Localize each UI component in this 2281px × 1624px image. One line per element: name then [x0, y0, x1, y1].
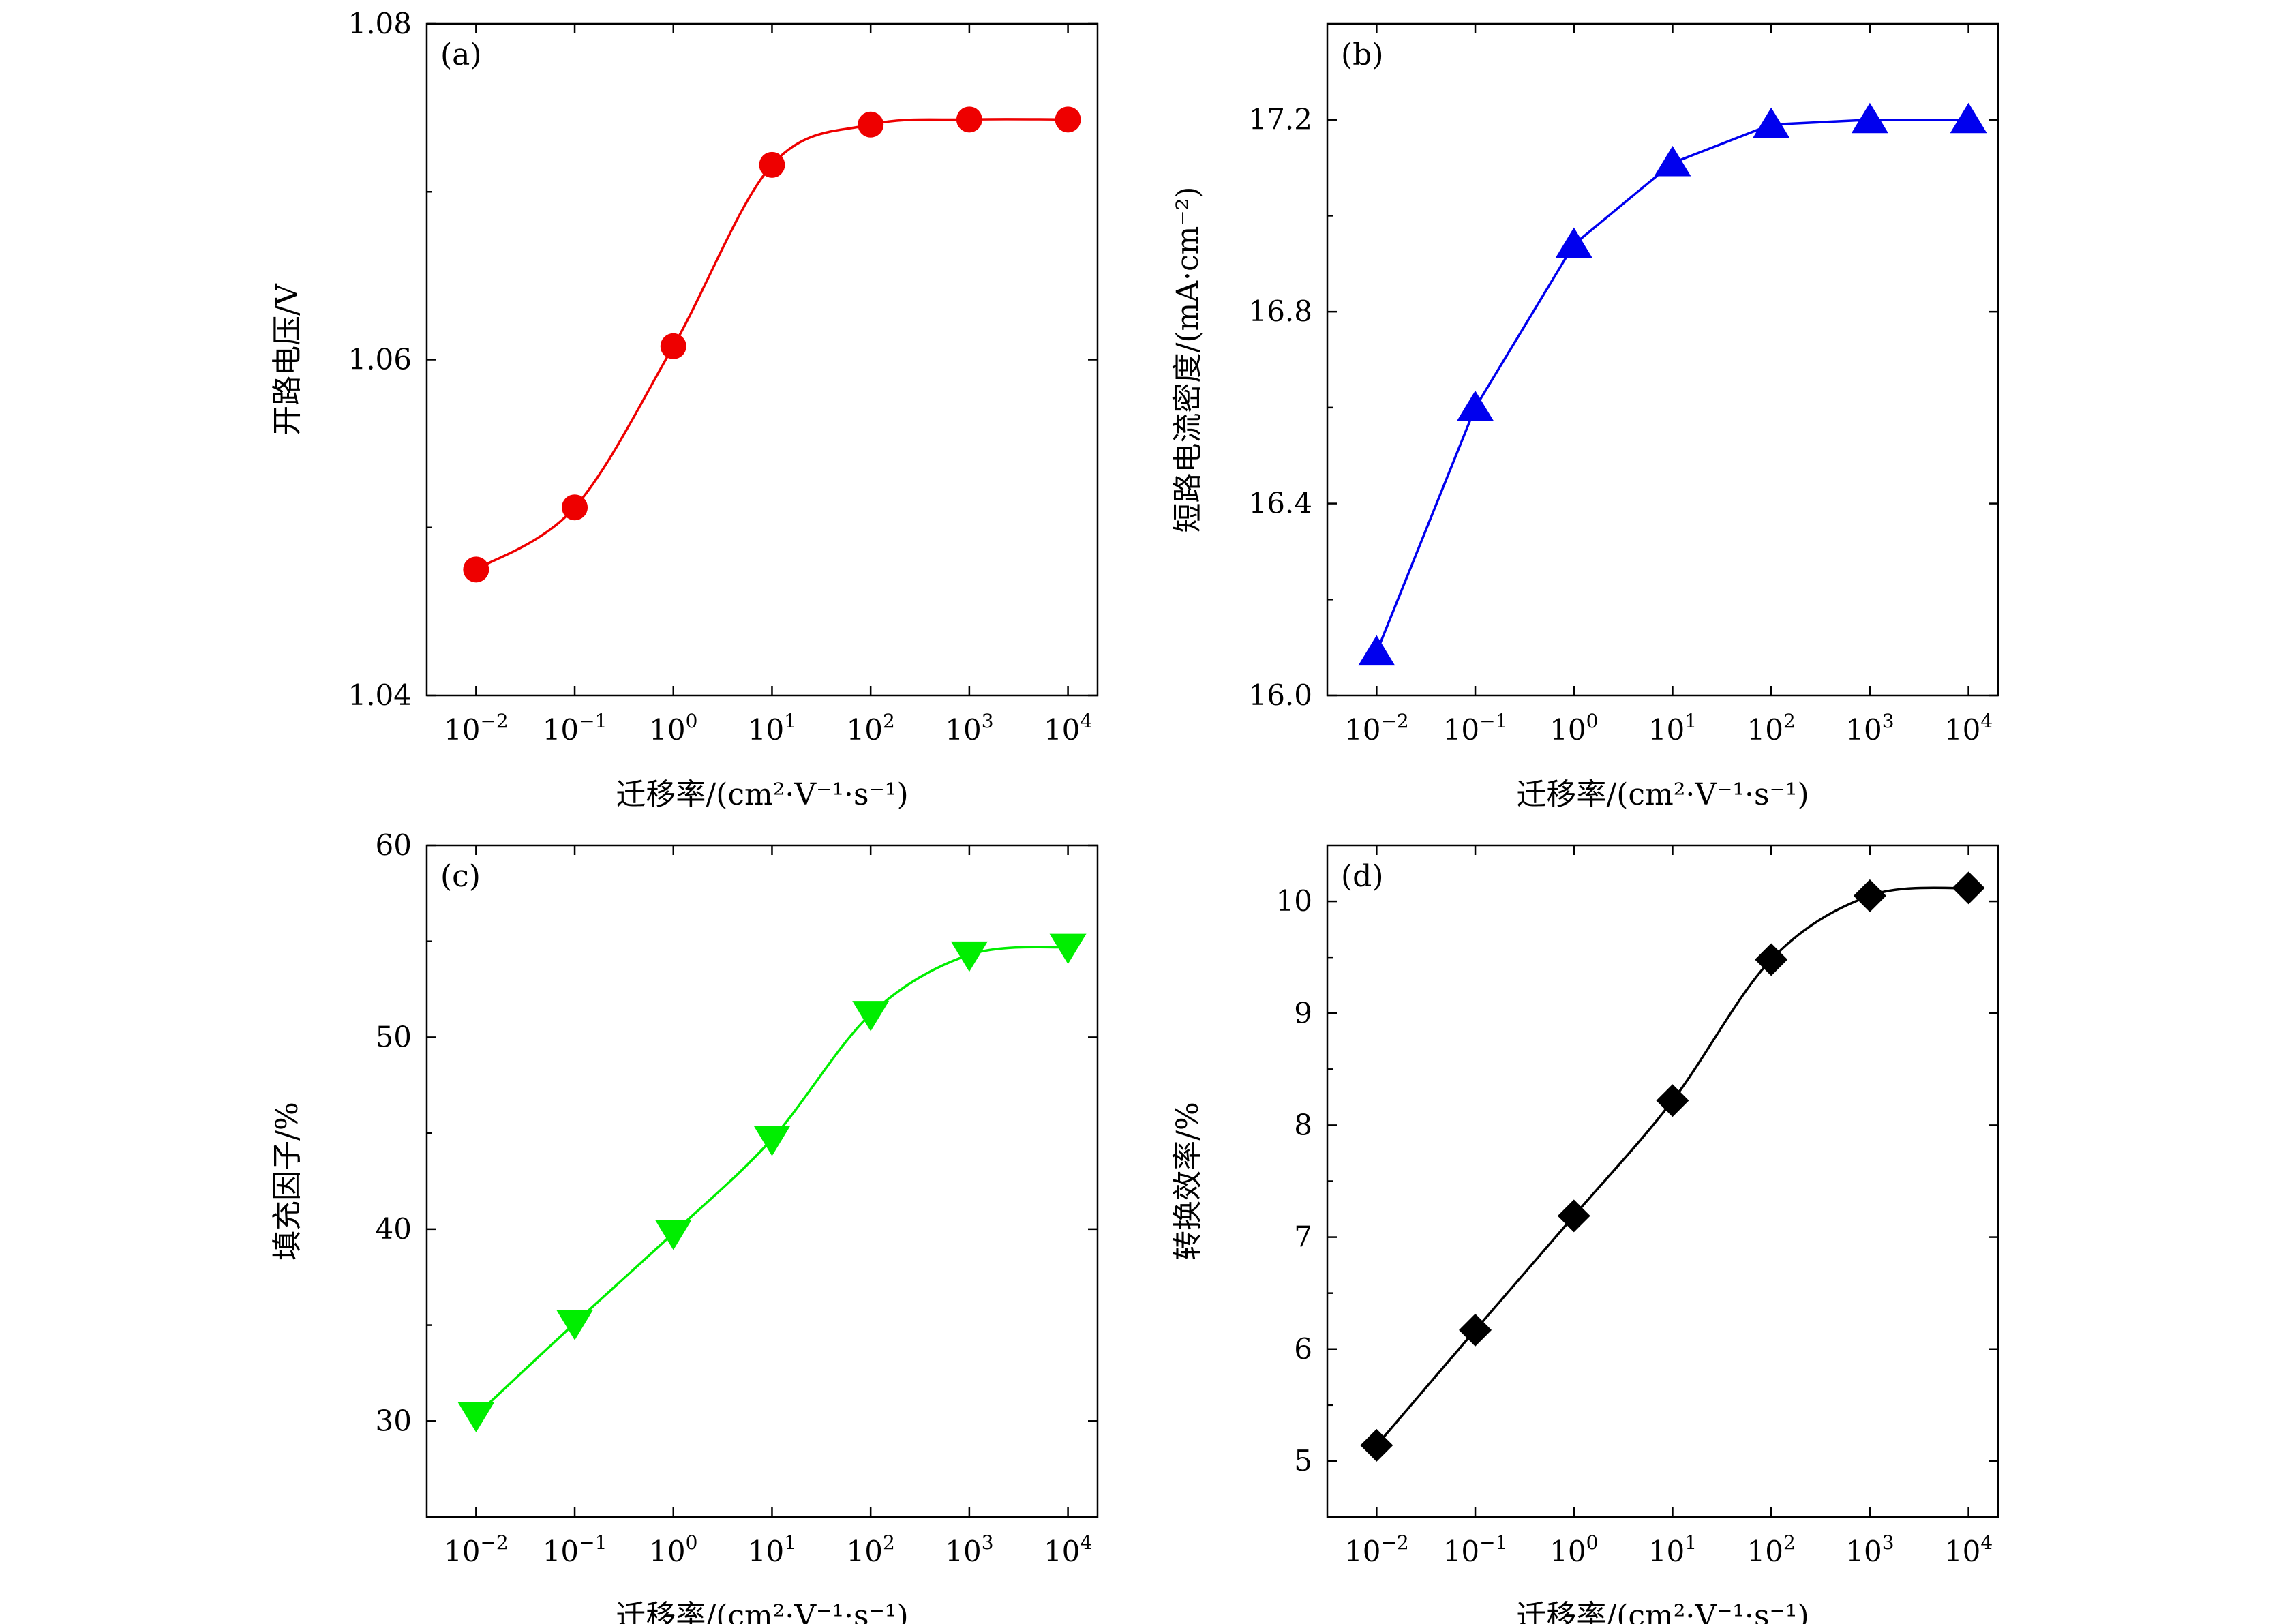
chart-panel-b: 10−2 10−1 100 101 102 103 104 16.0 16.4 16.8 17.2 迁… [1170, 22, 1999, 812]
data-point-0 [457, 1402, 495, 1432]
y-axis-title: 开路电压/V [270, 283, 305, 436]
data-point-4 [1753, 107, 1790, 138]
y-tick-label: 5 [1294, 1444, 1312, 1477]
panel-label: (a) [440, 37, 482, 72]
panel-label: (d) [1341, 859, 1384, 894]
x-tick-label: 10−1 [543, 1531, 607, 1568]
y-tick-label: 1.08 [348, 7, 412, 40]
plot-frame [1326, 22, 1999, 697]
plot-frame [1326, 844, 1999, 1518]
data-point-5 [1851, 102, 1888, 134]
x-tick-label: 101 [1648, 1531, 1697, 1568]
panel-label: (c) [440, 859, 481, 894]
x-tick-label: 100 [649, 710, 697, 747]
plot-frame [425, 844, 1099, 1518]
x-axis-title: 迁移率/(cm²·V⁻¹·s⁻¹) [616, 1599, 908, 1624]
y-tick-label: 16.4 [1248, 487, 1312, 520]
y-axis-title: 短路电流密度/(mA·cm⁻²) [1170, 187, 1205, 533]
x-tick-label: 103 [1845, 710, 1894, 747]
data-point-4 [852, 1001, 890, 1032]
x-tick-label: 100 [1550, 710, 1598, 747]
data-point-0 [463, 556, 489, 583]
x-tick-label: 103 [1845, 1531, 1894, 1568]
x-tick-label: 101 [1648, 710, 1697, 747]
data-point-1 [562, 494, 588, 521]
y-tick-label: 16.0 [1248, 678, 1312, 712]
x-axis-title: 迁移率/(cm²·V⁻¹·s⁻¹) [616, 777, 908, 812]
x-tick-label: 101 [748, 1531, 796, 1568]
data-point-1 [1459, 1313, 1492, 1347]
x-tick-label: 10−2 [1344, 710, 1409, 747]
x-tick-label: 10−2 [444, 1531, 509, 1568]
x-axis-title: 迁移率/(cm²·V⁻¹·s⁻¹) [1516, 777, 1809, 812]
x-tick-label: 101 [748, 710, 796, 747]
y-tick-label: 40 [376, 1212, 412, 1246]
data-point-6 [1049, 933, 1087, 965]
data-point-4 [1755, 943, 1788, 976]
data-point-6 [1055, 106, 1081, 133]
x-tick-label: 10−1 [1443, 710, 1508, 747]
x-tick-label: 10−2 [444, 710, 509, 747]
y-tick-label: 17.2 [1248, 103, 1312, 136]
x-tick-label: 102 [847, 1531, 895, 1568]
x-tick-label: 104 [1944, 1531, 1993, 1568]
x-tick-label: 103 [945, 1531, 993, 1568]
x-tick-label: 104 [1044, 1531, 1092, 1568]
panel-label: (b) [1341, 37, 1384, 72]
x-axis-title: 迁移率/(cm²·V⁻¹·s⁻¹) [1516, 1599, 1809, 1624]
y-tick-label: 30 [376, 1404, 412, 1437]
series-line [1376, 886, 1969, 1447]
x-tick-label: 10−1 [543, 710, 607, 747]
y-tick-label: 7 [1294, 1220, 1312, 1254]
y-axis-title: 转换效率/% [1170, 1102, 1205, 1261]
chart-panel-c: 10−2 10−1 100 101 102 103 104 30 40 50 60 迁移率/(cm²·… [270, 828, 1099, 1624]
data-point-2 [1555, 227, 1592, 258]
y-axis-title: 填充因子/% [270, 1102, 305, 1261]
x-tick-label: 100 [1550, 1531, 1598, 1568]
y-tick-label: 8 [1294, 1108, 1312, 1141]
x-tick-label: 103 [945, 710, 993, 747]
x-tick-label: 104 [1044, 710, 1092, 747]
plot-frame [425, 22, 1099, 697]
chart-panel-a: 10−2 10−1 100 101 102 103 104 1.04 1.06 1.08 迁移率/(… [270, 7, 1099, 812]
data-point-2 [660, 333, 686, 359]
series-line [475, 946, 1068, 1417]
data-point-6 [1952, 871, 1985, 905]
x-tick-label: 102 [1747, 710, 1796, 747]
y-tick-label: 1.06 [348, 343, 412, 376]
x-tick-label: 10−2 [1344, 1531, 1409, 1568]
data-point-0 [1358, 635, 1395, 666]
x-tick-label: 104 [1944, 710, 1993, 747]
data-point-0 [1360, 1428, 1393, 1462]
data-point-3 [759, 151, 785, 178]
y-tick-label: 60 [376, 828, 412, 862]
data-point-6 [1950, 102, 1987, 134]
x-tick-label: 102 [1747, 1531, 1796, 1568]
data-point-5 [956, 106, 982, 133]
data-point-5 [950, 941, 988, 972]
x-tick-label: 102 [847, 710, 895, 747]
data-point-1 [1457, 390, 1494, 421]
y-tick-label: 10 [1276, 884, 1312, 918]
y-tick-label: 50 [376, 1020, 412, 1053]
x-tick-label: 100 [649, 1531, 697, 1568]
data-point-2 [654, 1219, 692, 1250]
data-point-4 [858, 111, 884, 138]
y-tick-label: 16.8 [1248, 295, 1312, 328]
data-point-5 [1853, 879, 1886, 912]
data-point-1 [556, 1310, 594, 1340]
series-line [1375, 118, 1969, 653]
data-point-3 [1656, 1084, 1689, 1117]
data-point-3 [1654, 146, 1691, 177]
data-point-2 [1557, 1199, 1590, 1233]
chart-panel-d: 10−2 10−1 100 101 102 103 104 5 6 7 8 9 10 迁移率/(cm²·V… [1170, 844, 1999, 1624]
y-tick-label: 9 [1294, 996, 1312, 1029]
y-tick-label: 6 [1294, 1332, 1312, 1366]
y-tick-label: 1.04 [348, 678, 412, 712]
data-point-3 [753, 1126, 791, 1156]
x-tick-label: 10−1 [1443, 1531, 1508, 1568]
